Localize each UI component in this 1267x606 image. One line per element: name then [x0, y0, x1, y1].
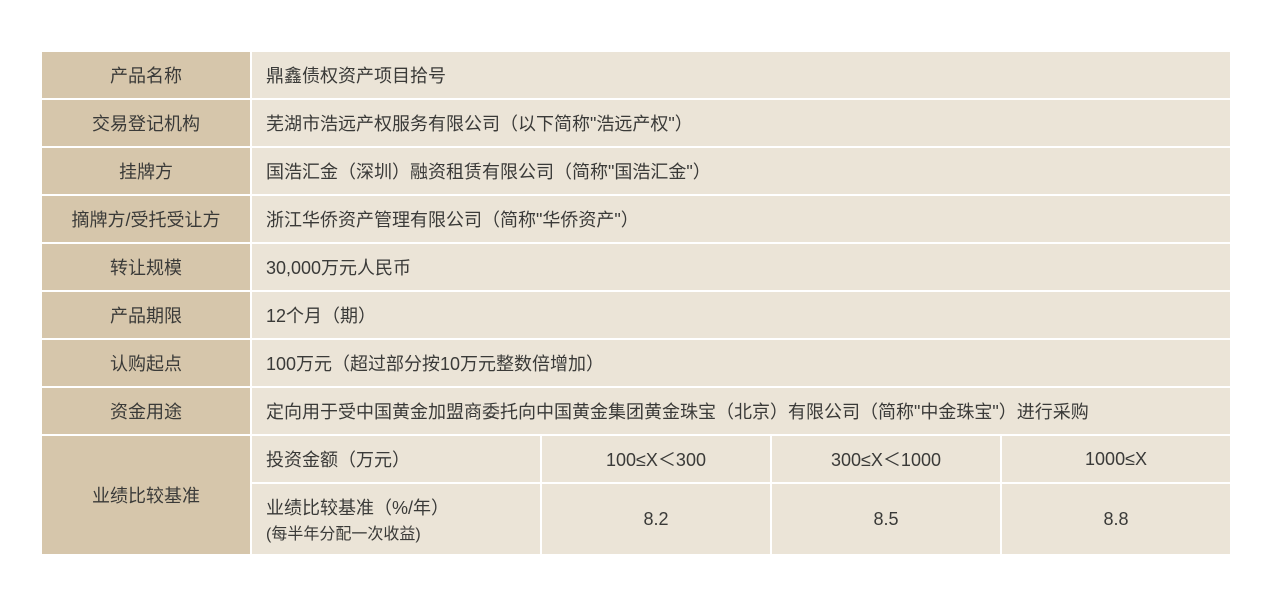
benchmark-tier-range: 100≤X＜300 [541, 435, 771, 483]
table-row: 转让规模 30,000万元人民币 [41, 243, 1231, 291]
row-value: 国浩汇金（深圳）融资租赁有限公司（简称"国浩汇金"） [251, 147, 1231, 195]
table-row: 摘牌方/受托受让方 浙江华侨资产管理有限公司（简称"华侨资产"） [41, 195, 1231, 243]
row-value: 鼎鑫债权资产项目拾号 [251, 51, 1231, 99]
benchmark-tier-range: 300≤X＜1000 [771, 435, 1001, 483]
benchmark-tier-rate: 8.8 [1001, 483, 1231, 555]
benchmark-amount-header: 投资金额（万元） [251, 435, 541, 483]
row-value: 芜湖市浩远产权服务有限公司（以下简称"浩远产权"） [251, 99, 1231, 147]
benchmark-tier-rate: 8.2 [541, 483, 771, 555]
row-value: 100万元（超过部分按10万元整数倍增加） [251, 339, 1231, 387]
table-row: 产品期限 12个月（期） [41, 291, 1231, 339]
row-label: 认购起点 [41, 339, 251, 387]
row-label: 交易登记机构 [41, 99, 251, 147]
table-row: 交易登记机构 芜湖市浩远产权服务有限公司（以下简称"浩远产权"） [41, 99, 1231, 147]
table-body: 产品名称 鼎鑫债权资产项目拾号 交易登记机构 芜湖市浩远产权服务有限公司（以下简… [41, 51, 1231, 555]
benchmark-rate-header: 业绩比较基准（%/年） (每半年分配一次收益) [251, 483, 541, 555]
row-label: 挂牌方 [41, 147, 251, 195]
row-value: 定向用于受中国黄金加盟商委托向中国黄金集团黄金珠宝（北京）有限公司（简称"中金珠… [251, 387, 1231, 435]
product-info-table: 产品名称 鼎鑫债权资产项目拾号 交易登记机构 芜湖市浩远产权服务有限公司（以下简… [40, 50, 1232, 556]
benchmark-rate-main: 业绩比较基准（%/年） [266, 498, 449, 518]
table-row: 产品名称 鼎鑫债权资产项目拾号 [41, 51, 1231, 99]
row-value: 30,000万元人民币 [251, 243, 1231, 291]
row-label: 资金用途 [41, 387, 251, 435]
table-row: 资金用途 定向用于受中国黄金加盟商委托向中国黄金集团黄金珠宝（北京）有限公司（简… [41, 387, 1231, 435]
row-label: 摘牌方/受托受让方 [41, 195, 251, 243]
benchmark-tier-rate: 8.5 [771, 483, 1001, 555]
benchmark-tier-range: 1000≤X [1001, 435, 1231, 483]
table-row: 挂牌方 国浩汇金（深圳）融资租赁有限公司（简称"国浩汇金"） [41, 147, 1231, 195]
row-label: 产品期限 [41, 291, 251, 339]
benchmark-header-row: 业绩比较基准 投资金额（万元） 100≤X＜300 300≤X＜1000 100… [41, 435, 1231, 483]
benchmark-rate-sub: (每半年分配一次收益) [266, 520, 526, 544]
row-label: 转让规模 [41, 243, 251, 291]
row-label: 产品名称 [41, 51, 251, 99]
table-row: 认购起点 100万元（超过部分按10万元整数倍增加） [41, 339, 1231, 387]
benchmark-label: 业绩比较基准 [41, 435, 251, 555]
row-value: 浙江华侨资产管理有限公司（简称"华侨资产"） [251, 195, 1231, 243]
row-value: 12个月（期） [251, 291, 1231, 339]
